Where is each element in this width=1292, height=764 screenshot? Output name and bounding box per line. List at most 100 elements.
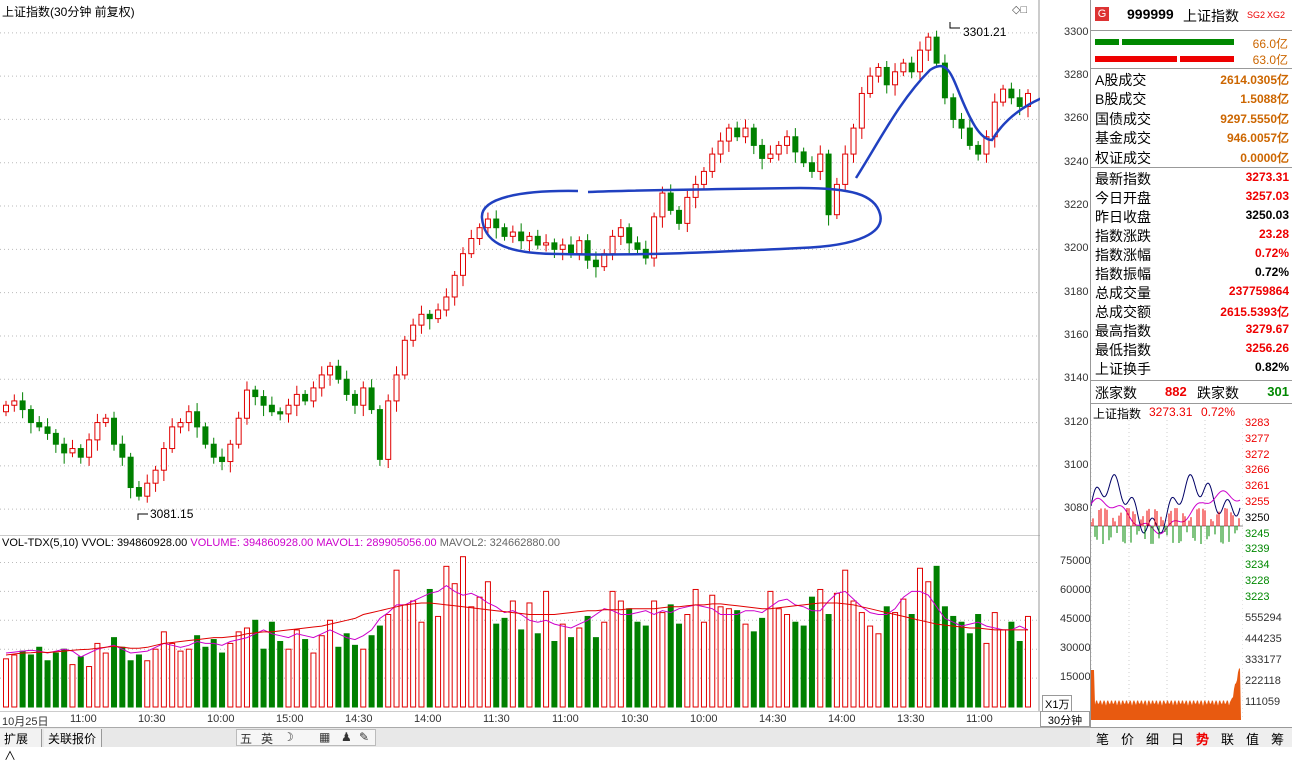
volume-bar — [376, 625, 383, 708]
trade-row-value: 1.5088亿 — [1240, 92, 1289, 107]
index-stat-label: 指数涨跌 — [1095, 228, 1151, 244]
candle — [327, 365, 334, 376]
candle — [775, 144, 782, 155]
volume-bar — [709, 594, 716, 708]
stock-name: 上证指数 — [1183, 8, 1239, 24]
group-badge: G — [1095, 7, 1109, 21]
volume-bar — [916, 567, 923, 708]
candle — [285, 404, 292, 415]
volume-bar — [634, 621, 641, 708]
ime-tools-icon[interactable]: ✎ — [359, 730, 370, 744]
volume-bar — [351, 644, 358, 708]
mini-volume-tick: 444235 — [1245, 633, 1282, 645]
down-count-label: 跌家数 — [1197, 385, 1239, 401]
time-tick-label: 14:30 — [345, 713, 373, 725]
candle — [950, 97, 957, 120]
trade-row-label: 权证成交 — [1095, 149, 1151, 166]
expand-tab[interactable]: 扩展∧ — [0, 729, 42, 763]
candle — [127, 456, 134, 489]
volume-bar — [509, 600, 516, 708]
volume-bar — [584, 615, 591, 708]
volume-bar — [908, 614, 915, 708]
index-stat-value: 0.72% — [1254, 246, 1289, 260]
candle — [543, 242, 550, 246]
volume-bar — [958, 621, 965, 708]
up-count-value: 882 — [1165, 384, 1187, 399]
volume-bar — [335, 646, 342, 708]
mini-price-tick: 3228 — [1245, 575, 1270, 587]
intraday-mini-chart[interactable] — [1091, 420, 1243, 720]
volume-bar — [61, 648, 68, 708]
period-selector[interactable]: 30分钟 — [1040, 711, 1090, 727]
mini-volume-tick: 111059 — [1245, 696, 1281, 708]
ime-wubi-icon[interactable]: 五 — [240, 732, 253, 746]
quote-tab[interactable]: 联 — [1220, 732, 1234, 747]
ime-keyboard-icon[interactable]: ▦ — [319, 730, 331, 744]
candle — [36, 422, 43, 428]
quote-tab[interactable]: 势 — [1195, 732, 1209, 747]
volume-bar — [659, 612, 666, 708]
volume-bar — [983, 642, 990, 708]
candle — [983, 136, 990, 155]
index-stat-row: 总成交量 237759864 — [1091, 283, 1292, 302]
consolidation-ellipse-annotation — [480, 186, 882, 256]
trade-row-label: A股成交 — [1095, 72, 1147, 88]
quote-tab[interactable]: 价 — [1120, 732, 1134, 747]
candle — [617, 227, 624, 237]
mini-price-tick: 3234 — [1245, 559, 1270, 572]
trade-row-value: 2614.0305亿 — [1220, 73, 1289, 87]
candle — [268, 404, 275, 413]
time-tick-label: 14:00 — [414, 713, 442, 725]
candle — [302, 393, 309, 402]
volume-bar — [883, 606, 890, 708]
quote-tab[interactable]: 日 — [1170, 732, 1184, 747]
candlestick-chart[interactable]: 3301.21 3081.15 — [0, 0, 1040, 535]
candle — [792, 136, 799, 153]
time-tick-label: 10:30 — [138, 713, 166, 725]
chart-controls-icon[interactable]: ◇□ — [1012, 4, 1028, 16]
candle — [966, 127, 973, 146]
index-stat-value: 3257.03 — [1245, 189, 1289, 203]
candle — [144, 482, 151, 497]
candle — [410, 324, 417, 341]
volume-bar — [285, 648, 292, 708]
quote-tab[interactable]: 细 — [1145, 732, 1159, 747]
volume-bar — [767, 590, 774, 708]
volume-chart[interactable] — [0, 535, 1040, 711]
time-tick-label: 11:00 — [552, 713, 579, 725]
volume-bar — [210, 639, 217, 708]
ime-english-icon[interactable]: 英 — [261, 732, 274, 746]
index-stat-row: 最高指数 3279.67 — [1091, 321, 1292, 340]
volume-bar — [435, 615, 442, 708]
time-tick-label: 10月25日 — [2, 716, 49, 728]
quote-tab[interactable]: 筹 — [1270, 732, 1284, 747]
candle — [883, 66, 890, 86]
candle — [194, 411, 201, 428]
volume-bar — [44, 660, 51, 708]
index-stat-row: 指数涨幅 0.72% — [1091, 245, 1292, 264]
volume-bar — [202, 646, 209, 708]
ime-halfwidth-icon[interactable]: ☽ — [283, 730, 294, 744]
volume-bar — [169, 642, 176, 708]
candle — [933, 36, 940, 64]
index-stat-value: 23.28 — [1258, 227, 1289, 241]
volume-bar — [842, 569, 849, 708]
volume-bar — [941, 606, 948, 708]
quote-tab[interactable]: 值 — [1245, 732, 1259, 747]
candle — [842, 153, 849, 185]
mini-price-tick: 3223 — [1245, 590, 1270, 603]
trade-row: B股成交 1.5088亿 — [1091, 89, 1292, 108]
volume-bar — [518, 629, 525, 708]
candle — [351, 393, 358, 406]
candle — [576, 240, 583, 255]
ime-toolbar[interactable]: 五 英 ☽ ▦ ♟ ✎ — [236, 729, 376, 746]
time-tick-label: 11:00 — [70, 713, 97, 725]
volume-bar — [626, 608, 633, 708]
mini-price-tick: 3277 — [1245, 432, 1270, 445]
quote-tab[interactable]: 笔 — [1095, 732, 1109, 747]
volume-bar — [592, 637, 599, 708]
related-quotes-tab[interactable]: 关联报价 — [44, 729, 102, 747]
ime-user-icon[interactable]: ♟ — [341, 730, 352, 744]
candle — [493, 218, 500, 229]
vol-indicator-label: VOL-TDX(5,10) — [2, 537, 79, 549]
